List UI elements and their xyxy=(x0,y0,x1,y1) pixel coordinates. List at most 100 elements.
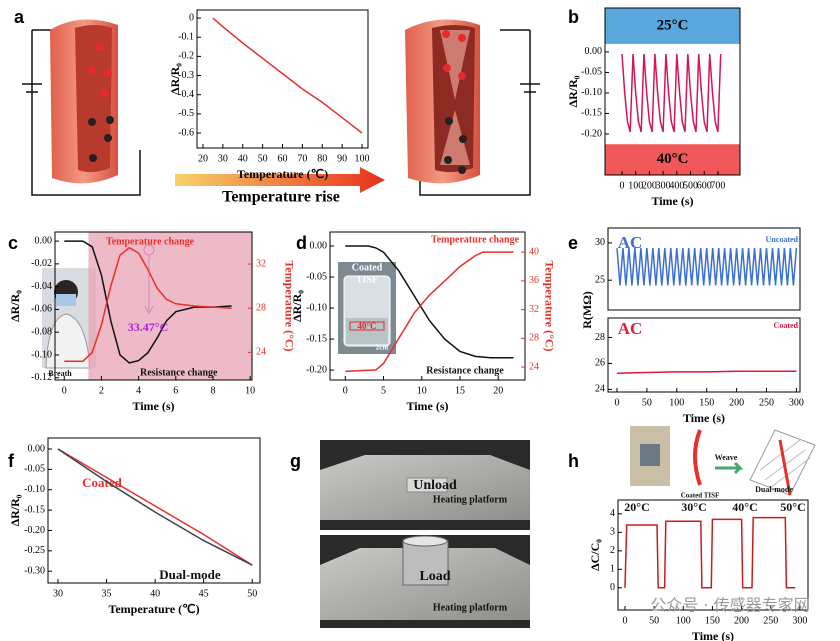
x-tick-label: 2 xyxy=(99,385,104,396)
data-line xyxy=(624,516,796,589)
x-tick-label: 40 xyxy=(150,588,160,599)
arrow xyxy=(175,167,385,193)
x-tick-label: 20 xyxy=(493,385,503,396)
photo-label: Unload xyxy=(413,478,457,493)
annotation: AC xyxy=(618,319,643,338)
x-tick-label: 50 xyxy=(247,588,257,599)
x-tick-label: 150 xyxy=(699,397,714,408)
y-tick-label: -0.3 xyxy=(178,70,194,81)
panel-label: g xyxy=(290,451,301,471)
y-tick-label: -0.10 xyxy=(31,349,52,360)
x-tick-label: 250 xyxy=(759,397,774,408)
x-tick-label: 100 xyxy=(676,615,691,626)
data-line xyxy=(345,251,514,373)
x-tick-label: 10 xyxy=(417,385,427,396)
x-tick-label: 300 xyxy=(789,397,804,408)
caption: Temperature rise xyxy=(222,189,340,206)
y2-tick-label: 36 xyxy=(529,275,539,286)
x-axis-label: Time (s) xyxy=(692,629,734,641)
y-tick-label: -0.04 xyxy=(31,281,52,292)
y2-tick-label: 28 xyxy=(256,303,266,314)
data-line xyxy=(616,248,798,286)
y-tick-label: 4 xyxy=(610,508,615,519)
panel-label: b xyxy=(568,7,579,27)
plot-frame xyxy=(617,499,809,611)
y-axis-label: ΔR/R₀ xyxy=(566,75,580,107)
series-label: Temperature change xyxy=(106,236,195,247)
y2-tick-label: 32 xyxy=(256,258,266,269)
x-axis-label: Time (s) xyxy=(683,411,725,425)
y-tick-label: -0.05 xyxy=(581,67,602,78)
x-tick-label: 60 xyxy=(278,153,288,164)
y-tick-label: 0.00 xyxy=(35,235,53,246)
band xyxy=(605,144,740,175)
illustration-right xyxy=(405,19,540,196)
y2-axis-label: Temperature (°C) xyxy=(542,260,556,351)
y-tick-label: 24 xyxy=(595,384,605,395)
y-axis-label: ΔR/R₀ xyxy=(290,290,304,322)
plot-frame xyxy=(47,437,261,584)
series-label: Dual-mode xyxy=(159,567,221,582)
x-tick-label: 10 xyxy=(245,385,255,396)
panel-label: a xyxy=(14,7,25,27)
x-axis-label: Time (s) xyxy=(132,399,174,413)
y-tick-label: 26 xyxy=(595,358,605,369)
x-tick-label: 0 xyxy=(622,615,627,626)
x-tick-label: 100 xyxy=(669,397,684,408)
x-tick-label: 4 xyxy=(136,385,141,396)
panel-label: d xyxy=(296,233,307,253)
x-tick-label: 100 xyxy=(355,153,370,164)
annotation: 30°C xyxy=(681,500,706,514)
y-tick-label: -0.30 xyxy=(24,565,45,576)
y2-tick-label: 24 xyxy=(529,361,539,372)
y2-tick-label: 32 xyxy=(529,304,539,315)
y-axis-label: ΔR/R₀ xyxy=(168,63,182,95)
x-tick-label: 600 xyxy=(697,180,712,191)
annotation: Coated xyxy=(352,262,383,273)
x-tick-label: 70 xyxy=(297,153,307,164)
y-tick-label: 0 xyxy=(610,582,615,593)
x-tick-label: 300 xyxy=(656,180,671,191)
annotation: TISF xyxy=(356,274,378,285)
photos-g xyxy=(320,440,530,628)
plot-frame xyxy=(604,7,741,176)
x-tick-label: 50 xyxy=(642,397,652,408)
data-line xyxy=(64,240,232,364)
y-tick-label: -0.06 xyxy=(31,304,52,315)
y-tick-label: 28 xyxy=(595,332,605,343)
y-tick-label: 3 xyxy=(610,527,615,538)
x-tick-label: 0 xyxy=(614,397,619,408)
y-tick-label: -0.20 xyxy=(306,364,327,375)
x-axis-label: Time (s) xyxy=(406,399,448,413)
annotation: Weave xyxy=(715,453,738,462)
annotation: Breath xyxy=(48,369,72,378)
x-tick-label: 45 xyxy=(199,588,209,599)
y-tick-label: -0.05 xyxy=(306,271,327,282)
series-label: Coated xyxy=(82,475,122,490)
x-tick-label: 80 xyxy=(317,153,327,164)
data-line xyxy=(64,246,232,362)
annotation: 20°C xyxy=(624,500,649,514)
x-axis-label: Temperature (℃) xyxy=(237,167,328,181)
panel-label: h xyxy=(568,451,579,471)
y-axis-label: ΔR/R₀ xyxy=(8,290,22,322)
annotation: 33.47°C xyxy=(128,320,168,334)
y-tick-label: -0.08 xyxy=(31,326,52,337)
panel-label: f xyxy=(8,451,15,471)
plot-frame xyxy=(196,9,369,149)
band-label: 25°C xyxy=(657,17,689,33)
x-tick-label: 30 xyxy=(218,153,228,164)
y-axis-label: R(MΩ) xyxy=(580,291,594,329)
y2-tick-label: 28 xyxy=(529,333,539,344)
y2-tick-label: 40 xyxy=(529,246,539,257)
x-tick-label: 200 xyxy=(734,615,749,626)
y-axis-label: ΔR/R₀ xyxy=(8,494,22,526)
y-tick-label: 0.00 xyxy=(310,240,328,251)
band xyxy=(605,8,740,44)
x-tick-label: 0 xyxy=(619,180,624,191)
annotation: 2cm xyxy=(376,344,389,352)
x-axis-label: Time (s) xyxy=(651,194,693,208)
photo-label: Heating platform xyxy=(433,602,508,613)
inset-h xyxy=(630,426,816,496)
illustration-left xyxy=(22,19,141,196)
